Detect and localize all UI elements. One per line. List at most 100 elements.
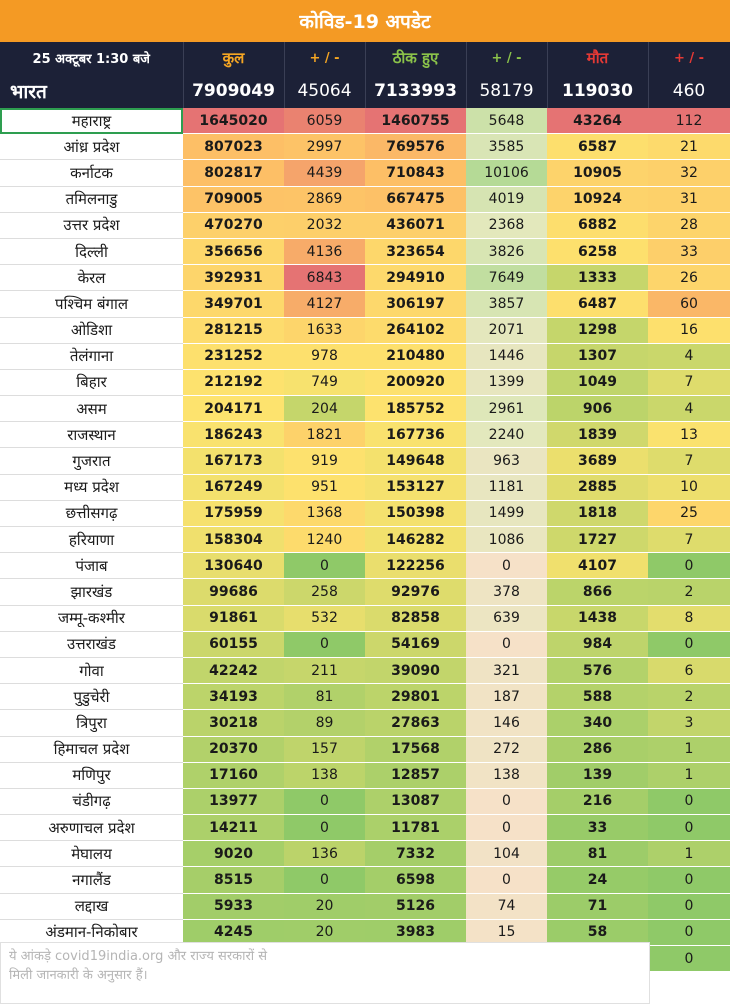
table-row: लद्दाख 5933 20 5126 74 71 0 (0, 893, 730, 920)
cell-total: 158304 (183, 526, 284, 554)
cell-deaths-change: 3 (648, 709, 730, 737)
state-name: झारखंड (0, 578, 183, 606)
cell-recovered: 769576 (365, 133, 466, 161)
cell-recovered: 185752 (365, 395, 466, 423)
cell-deaths-change: 7 (648, 447, 730, 475)
cell-deaths: 984 (547, 631, 648, 658)
cell-deaths-change: 33 (648, 238, 730, 266)
table-row: जम्मू-कश्मीर 91861 532 82858 639 1438 8 (0, 605, 730, 632)
cell-deaths: 1839 (547, 421, 648, 449)
cell-recovered-change: 639 (466, 605, 547, 632)
cell-total-change: 20 (284, 893, 365, 920)
cell-deaths: 1049 (547, 369, 648, 397)
cell-total: 231252 (183, 343, 284, 370)
table-row: उत्तराखंड 60155 0 54169 0 984 0 (0, 631, 730, 658)
column-header-total: कुल (183, 42, 285, 74)
table-row: तमिलनाडु 709005 2869 667475 4019 10924 31 (0, 186, 730, 213)
cell-deaths: 43264 (547, 108, 648, 135)
cell-recovered: 436071 (365, 212, 466, 239)
column-header-recovered: ठीक हुए (365, 42, 467, 74)
cell-recovered-change: 4019 (466, 186, 547, 213)
cell-total: 167249 (183, 474, 284, 501)
cell-recovered: 150398 (365, 500, 466, 528)
cell-deaths: 1818 (547, 500, 648, 528)
cell-recovered-change: 1499 (466, 500, 547, 528)
state-name: हरियाणा (0, 526, 183, 554)
cell-recovered-change: 187 (466, 683, 547, 711)
cell-deaths: 6487 (547, 290, 648, 318)
national-recovered: 7133993 (365, 74, 467, 108)
column-header-deaths: मौत (547, 42, 649, 74)
cell-recovered: 82858 (365, 605, 466, 632)
cell-total: 807023 (183, 133, 284, 161)
cell-deaths: 1307 (547, 343, 648, 370)
cell-recovered: 210480 (365, 343, 466, 370)
cell-total-change: 4136 (284, 238, 365, 266)
table-row: उत्तर प्रदेश 470270 2032 436071 2368 6882 28 (0, 212, 730, 239)
national-name: भारत (0, 74, 184, 108)
cell-deaths-change: 4 (648, 343, 730, 370)
table-row: मणिपुर 17160 138 12857 138 139 1 (0, 762, 730, 789)
footnote-line-2: मिली जानकारी के अनुसार हैं। (9, 968, 148, 983)
cell-total-change: 211 (284, 657, 365, 685)
cell-deaths: 10924 (547, 186, 648, 213)
table-row: मध्य प्रदेश 167249 951 153127 1181 2885 10 (0, 474, 730, 501)
national-row: भारत 7909049 45064 7133993 58179 119030 … (0, 74, 730, 108)
table-row: पश्चिम बंगाल 349701 4127 306197 3857 6487 60 (0, 290, 730, 318)
cell-total: 709005 (183, 186, 284, 213)
cell-recovered-change: 104 (466, 840, 547, 868)
state-name: असम (0, 395, 183, 423)
cell-deaths: 2885 (547, 474, 648, 501)
state-name: गोवा (0, 657, 183, 685)
cell-deaths-change: 112 (648, 108, 730, 135)
cell-total-change: 81 (284, 683, 365, 711)
cell-total-change: 1821 (284, 421, 365, 449)
cell-deaths: 1727 (547, 526, 648, 554)
cell-recovered: 710843 (365, 159, 466, 187)
cell-total: 470270 (183, 212, 284, 239)
cell-total: 99686 (183, 578, 284, 606)
cell-recovered-change: 1399 (466, 369, 547, 397)
cell-recovered: 54169 (365, 631, 466, 658)
cell-recovered: 146282 (365, 526, 466, 554)
state-name: मणिपुर (0, 762, 183, 789)
cell-deaths-change: 0 (648, 893, 730, 920)
state-name: केरल (0, 264, 183, 292)
timestamp: 25 अक्टूबर 1:30 बजे (0, 42, 184, 74)
cell-total: 186243 (183, 421, 284, 449)
cell-deaths: 1298 (547, 317, 648, 344)
cell-deaths: 588 (547, 683, 648, 711)
cell-total-change: 0 (284, 552, 365, 580)
cell-deaths: 4107 (547, 552, 648, 580)
table-row: राजस्थान 186243 1821 167736 2240 1839 13 (0, 421, 730, 449)
cell-deaths: 906 (547, 395, 648, 423)
cell-recovered: 92976 (365, 578, 466, 606)
cell-recovered: 167736 (365, 421, 466, 449)
cell-recovered-change: 15 (466, 919, 547, 947)
cell-recovered-change: 5648 (466, 108, 547, 135)
table-row: दिल्ली 356656 4136 323654 3826 6258 33 (0, 238, 730, 266)
cell-deaths: 81 (547, 840, 648, 868)
cell-deaths: 216 (547, 788, 648, 816)
cell-deaths-change: 0 (648, 866, 730, 894)
cell-recovered: 11781 (365, 814, 466, 842)
cell-deaths-change: 60 (648, 290, 730, 318)
cell-deaths: 3689 (547, 447, 648, 475)
state-name: राजस्थान (0, 421, 183, 449)
cell-total-change: 0 (284, 814, 365, 842)
cell-total-change: 919 (284, 447, 365, 475)
cell-total: 1645020 (183, 108, 284, 135)
cell-total: 281215 (183, 317, 284, 344)
cell-recovered-change: 378 (466, 578, 547, 606)
cell-deaths: 71 (547, 893, 648, 920)
cell-deaths-change: 13 (648, 421, 730, 449)
cell-total: 130640 (183, 552, 284, 580)
state-name: आंध्र प्रदेश (0, 133, 183, 161)
cell-total-change: 138 (284, 762, 365, 789)
national-total: 7909049 (183, 74, 285, 108)
cell-recovered: 17568 (365, 736, 466, 763)
cell-total-change: 1240 (284, 526, 365, 554)
cell-deaths: 33 (547, 814, 648, 842)
cell-recovered: 29801 (365, 683, 466, 711)
cell-recovered-change: 0 (466, 631, 547, 658)
